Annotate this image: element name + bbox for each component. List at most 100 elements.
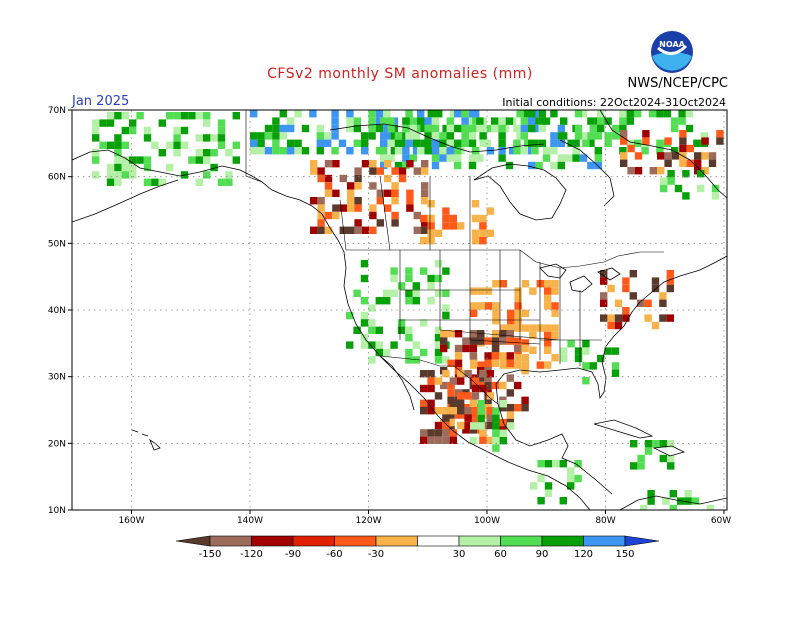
anomaly-cell	[195, 156, 203, 164]
anomaly-cell	[648, 110, 657, 118]
anomaly-cell	[380, 139, 388, 147]
anomaly-cell	[421, 160, 429, 168]
anomaly-cell	[614, 321, 623, 330]
anomaly-cell	[210, 149, 218, 157]
anomaly-cell	[264, 147, 273, 155]
anomaly-cell	[446, 117, 454, 125]
anomaly-cell	[685, 110, 694, 118]
anomaly-cell	[309, 110, 317, 118]
anomaly-cell	[528, 110, 536, 118]
colorbar-label: 150	[615, 549, 634, 560]
anomaly-cell	[310, 167, 318, 175]
anomaly-cell	[686, 159, 694, 167]
anomaly-cell	[567, 139, 575, 147]
anomaly-cell	[499, 404, 507, 412]
anomaly-cell	[324, 174, 333, 183]
anomaly-cell	[507, 422, 515, 430]
anomaly-cell	[657, 167, 665, 175]
anomaly-cell	[417, 147, 425, 155]
anomaly-cell	[499, 437, 507, 445]
anomaly-cell	[294, 139, 302, 147]
anomaly-cell	[424, 139, 432, 147]
anomaly-cell	[472, 117, 480, 125]
anomaly-cell	[469, 330, 477, 338]
anomaly-cell	[332, 211, 340, 220]
anomaly-cell	[582, 139, 590, 147]
anomaly-cell	[514, 381, 522, 390]
colorbar-segment	[458, 535, 501, 547]
anomaly-cell	[412, 282, 420, 290]
anomaly-cell	[486, 414, 494, 422]
anomaly-cell	[538, 124, 546, 133]
anomaly-cell	[589, 132, 597, 140]
anomaly-cell	[486, 207, 494, 215]
anomaly-cell	[498, 132, 506, 140]
anomaly-cell	[387, 154, 395, 162]
anomaly-cell	[331, 147, 339, 155]
anomaly-cell	[607, 321, 615, 330]
anomaly-cell	[446, 139, 454, 147]
anomaly-cell	[716, 137, 724, 145]
anomaly-cell	[544, 339, 552, 347]
anomaly-cell	[544, 331, 552, 340]
anomaly-cell	[597, 354, 605, 363]
anomaly-cell	[394, 161, 403, 170]
anomaly-cell	[514, 317, 522, 325]
anomaly-cell	[454, 147, 462, 155]
anomaly-cell	[642, 137, 650, 145]
anomaly-cell	[92, 126, 100, 135]
anomaly-cell	[195, 149, 203, 157]
anomaly-cell	[659, 314, 667, 322]
colorbar-label: -150	[199, 549, 222, 560]
anomaly-cell	[232, 141, 240, 149]
anomaly-cell	[442, 304, 450, 312]
anomaly-cell	[514, 404, 522, 412]
anomaly-cell	[375, 110, 384, 118]
anomaly-cell	[506, 352, 514, 360]
anomaly-cell	[626, 110, 634, 118]
anomaly-cell	[354, 167, 362, 175]
anomaly-cell	[180, 112, 189, 120]
anomaly-cell	[594, 161, 602, 170]
anomaly-cell	[477, 361, 485, 369]
anomaly-cell	[427, 214, 435, 223]
anomaly-cell	[550, 132, 558, 140]
anomaly-cell	[486, 407, 494, 415]
anomaly-cell	[521, 324, 530, 332]
logo-text: NOAA	[659, 40, 685, 49]
anomaly-cell	[469, 344, 477, 353]
anomaly-cell	[614, 314, 623, 322]
anomaly-cell	[434, 348, 443, 357]
anomaly-cell	[477, 400, 485, 408]
anomaly-cell	[660, 184, 668, 193]
anomaly-cell	[339, 174, 347, 183]
anomaly-cell	[560, 132, 568, 140]
anomaly-cell	[582, 347, 590, 355]
anomaly-cell	[520, 132, 528, 140]
anomaly-cell	[468, 139, 477, 147]
anomaly-cell	[412, 117, 421, 125]
anomaly-cell	[376, 197, 384, 205]
anomaly-cell	[469, 411, 477, 419]
anomaly-cell	[143, 134, 152, 142]
anomaly-cell	[544, 460, 553, 468]
hispaniola	[652, 445, 686, 457]
hawaii	[131, 429, 161, 451]
anomaly-cell	[600, 270, 608, 278]
anomaly-cell	[560, 347, 568, 355]
anomaly-cell	[409, 124, 417, 133]
anomaly-cell	[694, 159, 702, 167]
anomaly-cell	[498, 117, 506, 125]
anomaly-cell	[431, 124, 440, 133]
anomaly-cell	[567, 482, 575, 490]
anomaly-cell	[427, 399, 435, 407]
anomaly-cell	[420, 319, 428, 327]
anomaly-cell	[637, 454, 645, 463]
anomaly-cell	[542, 117, 551, 125]
anomaly-cell	[434, 229, 443, 237]
anomaly-cell	[431, 117, 440, 125]
lon-label: 140W	[237, 516, 263, 526]
anomaly-cell	[317, 211, 325, 220]
lon-label: 160W	[118, 516, 144, 526]
anomaly-cell	[486, 124, 495, 133]
